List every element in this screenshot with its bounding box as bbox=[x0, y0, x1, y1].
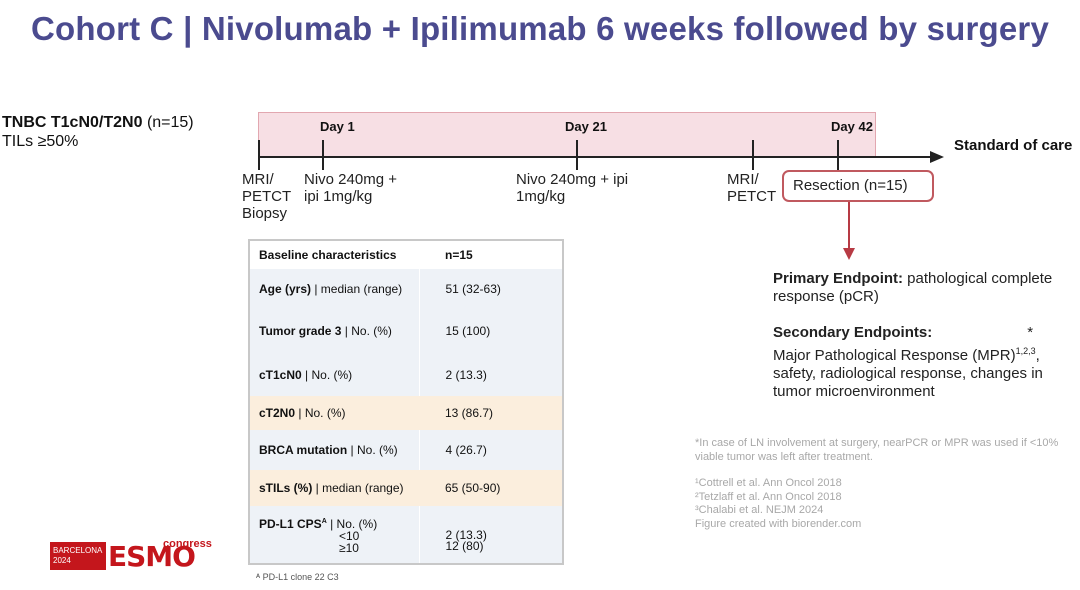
secondary-endpoint-text: Major Pathological Response (MPR)1,2,3, … bbox=[773, 346, 1043, 400]
table-footnote: ᴬ PD-L1 clone 22 C3 bbox=[256, 572, 339, 582]
reference-item: ¹Cottrell et al. Ann Oncol 2018 bbox=[695, 477, 842, 489]
event-presurgery-imaging: MRI/ PETCT bbox=[727, 171, 777, 205]
table-row: cT1cN0 | No. (%) 2 (13.3) bbox=[249, 353, 563, 396]
slide-title: Cohort C | Nivolumab + Ipilimumab 6 week… bbox=[30, 10, 1050, 47]
esmo-wordmark: ESMO bbox=[108, 540, 196, 573]
treatment-window-band bbox=[258, 112, 876, 157]
tick-presurgery bbox=[752, 140, 754, 170]
table-row: Tumor grade 3 | No. (%) 15 (100) bbox=[249, 309, 563, 353]
resection-connector bbox=[848, 202, 850, 250]
event-baseline: MRI/ PETCT Biopsy bbox=[242, 171, 292, 222]
cohort-tils: TILs ≥50% bbox=[2, 133, 79, 150]
timeline-arrowhead-icon bbox=[930, 151, 944, 163]
table-row: sTILs (%) | median (range) 65 (50-90) bbox=[249, 470, 563, 506]
esmo-congress-logo: BARCELONA 2024 ESMO congress bbox=[50, 538, 212, 573]
standard-of-care-label: Standard of care bbox=[954, 137, 1073, 154]
day-1-label: Day 1 bbox=[320, 119, 355, 134]
table-row: PD-L1 CPSA | No. (%) <10 ≥10 2 (13.3) 12… bbox=[249, 506, 563, 564]
tick-baseline bbox=[258, 140, 260, 170]
event-dose-1: Nivo 240mg + ipi 1mg/kg bbox=[304, 171, 397, 205]
table-row: BRCA mutation | No. (%) 4 (26.7) bbox=[249, 430, 563, 470]
tick-day-1 bbox=[322, 140, 324, 170]
resection-box: Resection (n=15) bbox=[782, 170, 934, 202]
baseline-characteristics-table: Baseline characteristics n=15 Age (yrs) … bbox=[248, 239, 564, 565]
tick-day-21 bbox=[576, 140, 578, 170]
table-row: cT2N0 | No. (%) 13 (86.7) bbox=[249, 396, 563, 430]
credit-item: Figure created with biorender.com bbox=[695, 517, 862, 530]
cohort-n: (n=15) bbox=[146, 114, 194, 131]
day-42-label: Day 42 bbox=[831, 119, 873, 134]
table-header-n: n=15 bbox=[419, 240, 563, 269]
table-row: Age (yrs) | median (range) 51 (32-63) bbox=[249, 269, 563, 309]
event-dose-2: Nivo 240mg + ipi 1mg/kg bbox=[516, 171, 629, 205]
cohort-name: TNBC T1cN0/T2N0 bbox=[2, 114, 143, 131]
day-21-label: Day 21 bbox=[565, 119, 607, 134]
arrow-down-icon bbox=[843, 248, 855, 260]
reference-item: ²Tetzlaff et al. Ann Oncol 2018 bbox=[695, 490, 842, 503]
primary-endpoint: Primary Endpoint: pathological complete … bbox=[773, 270, 1053, 305]
cohort-description: TNBC T1cN0/T2N0 (n=15) TILs ≥50% bbox=[2, 113, 194, 151]
congress-wordmark: congress bbox=[163, 538, 212, 550]
secondary-endpoint-heading: Secondary Endpoints: * bbox=[773, 324, 1034, 341]
reference-item: ³Chalabi et al. NEJM 2024 bbox=[695, 504, 824, 516]
references-list: ¹Cottrell et al. Ann Oncol 2018 ²Tetzlaf… bbox=[695, 477, 995, 531]
ln-involvement-footnote: *In case of LN involvement at surgery, n… bbox=[695, 437, 1059, 463]
timeline-axis bbox=[258, 156, 933, 158]
table-header-row: Baseline characteristics n=15 bbox=[249, 240, 563, 269]
table-header-characteristic: Baseline characteristics bbox=[249, 240, 419, 269]
endpoints-block: Primary Endpoint: pathological complete … bbox=[773, 270, 1073, 401]
barcelona-badge: BARCELONA 2024 bbox=[50, 542, 106, 570]
tick-day-42 bbox=[837, 140, 839, 170]
